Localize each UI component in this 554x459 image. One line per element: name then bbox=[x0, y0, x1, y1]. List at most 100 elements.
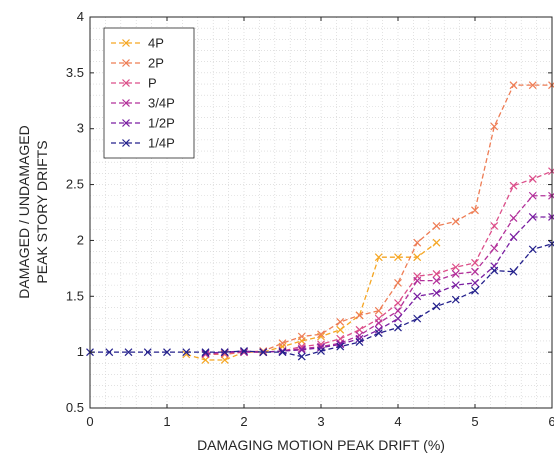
data-point bbox=[394, 306, 402, 315]
y-tick-label: 3.5 bbox=[66, 65, 84, 80]
data-point bbox=[413, 276, 422, 285]
data-point bbox=[432, 289, 441, 297]
legend-swatch-marker bbox=[122, 139, 130, 147]
x-tick-label: 5 bbox=[471, 414, 478, 429]
data-point bbox=[220, 356, 229, 364]
data-point bbox=[355, 331, 364, 340]
legend-label: P bbox=[148, 76, 157, 91]
data-point bbox=[394, 299, 402, 307]
data-point bbox=[432, 221, 441, 230]
data-point bbox=[355, 325, 364, 334]
data-point bbox=[509, 267, 518, 276]
data-point bbox=[201, 356, 210, 364]
legend-swatch-marker bbox=[122, 59, 130, 67]
data-point bbox=[432, 238, 441, 247]
data-point bbox=[528, 175, 537, 183]
x-tick-label: 2 bbox=[240, 414, 247, 429]
data-point bbox=[413, 253, 422, 262]
data-point bbox=[220, 349, 229, 358]
data-point bbox=[278, 339, 287, 348]
data-point bbox=[490, 266, 499, 275]
data-point bbox=[374, 329, 383, 338]
data-point bbox=[374, 253, 383, 262]
data-point bbox=[105, 348, 114, 357]
data-point bbox=[336, 339, 345, 348]
data-point bbox=[528, 213, 537, 221]
data-point bbox=[297, 332, 306, 341]
x-tick-label: 4 bbox=[394, 414, 401, 429]
y-tick-label: 1.5 bbox=[66, 288, 84, 303]
data-point bbox=[413, 292, 422, 301]
data-point bbox=[451, 270, 460, 278]
x-tick-label: 1 bbox=[163, 414, 170, 429]
data-point bbox=[394, 314, 402, 323]
data-point bbox=[278, 348, 287, 357]
data-point bbox=[201, 348, 210, 357]
legend-entry: P bbox=[111, 76, 157, 91]
data-point bbox=[509, 181, 518, 190]
data-point bbox=[451, 281, 460, 290]
data-point bbox=[336, 342, 345, 351]
data-point bbox=[278, 347, 287, 355]
data-point bbox=[182, 348, 191, 357]
y-axis-label-line-1: DAMAGED / UNDAMAGED bbox=[16, 125, 32, 298]
data-point bbox=[432, 302, 441, 311]
y-tick-label: 3 bbox=[77, 121, 84, 136]
series-6 bbox=[86, 239, 554, 361]
x-tick-label: 3 bbox=[317, 414, 324, 429]
legend-swatch-marker bbox=[122, 99, 130, 107]
legend-entry: 1/4P bbox=[111, 136, 175, 151]
x-tick-label: 6 bbox=[548, 414, 554, 429]
y-tick-label: 1 bbox=[77, 344, 84, 359]
legend-label: 1/2P bbox=[148, 116, 175, 131]
data-point bbox=[528, 191, 537, 200]
data-point bbox=[297, 345, 306, 354]
data-point bbox=[528, 81, 537, 90]
y-tick-label: 4 bbox=[77, 9, 84, 24]
y-tick-label: 2 bbox=[77, 232, 84, 247]
legend: 4P 2P P 3/4P 1/2P 1/4P bbox=[103, 27, 195, 159]
legend-swatch-marker bbox=[122, 39, 130, 47]
legend-entry: 3/4P bbox=[111, 96, 175, 111]
data-point bbox=[201, 349, 210, 358]
legend-label: 4P bbox=[148, 36, 164, 51]
y-axis-ticks: 0.5 1 1.5 2 2.5 3 3.5 4 bbox=[66, 9, 552, 415]
data-point bbox=[471, 278, 479, 287]
legend-swatch-marker bbox=[122, 79, 130, 87]
data-point bbox=[432, 270, 441, 278]
data-point bbox=[336, 325, 345, 334]
legend-entry: 1/2P bbox=[111, 116, 175, 131]
x-axis-ticks: 0 1 2 3 4 5 6 bbox=[86, 17, 554, 429]
x-axis-label: DAMAGING MOTION PEAK DRIFT (%) bbox=[197, 437, 445, 453]
data-point bbox=[355, 338, 364, 347]
data-point bbox=[143, 348, 152, 357]
data-point bbox=[297, 352, 306, 361]
data-point bbox=[451, 263, 460, 272]
data-point bbox=[394, 323, 402, 332]
grid bbox=[90, 17, 552, 408]
x-tick-label: 0 bbox=[86, 414, 93, 429]
data-point bbox=[374, 325, 383, 334]
data-point bbox=[413, 314, 422, 323]
data-point bbox=[394, 253, 402, 262]
series-line bbox=[186, 242, 437, 361]
legend-entry: 4P bbox=[111, 36, 164, 51]
data-point bbox=[336, 318, 345, 326]
legend-entry: 2P bbox=[111, 56, 164, 71]
data-point bbox=[413, 238, 422, 247]
data-point bbox=[317, 347, 325, 355]
legend-label: 1/4P bbox=[148, 136, 175, 151]
data-point bbox=[240, 347, 248, 355]
data-point bbox=[451, 295, 460, 304]
data-point bbox=[432, 276, 441, 285]
data-point bbox=[471, 206, 479, 215]
data-point bbox=[374, 306, 383, 315]
legend-label: 2P bbox=[148, 56, 164, 71]
legend-box bbox=[103, 27, 195, 159]
data-point bbox=[471, 267, 479, 276]
data-point bbox=[471, 258, 479, 267]
data-point bbox=[297, 344, 306, 353]
y-tick-label: 2.5 bbox=[66, 177, 84, 192]
data-point bbox=[259, 348, 268, 357]
legend-swatch-marker bbox=[122, 119, 130, 127]
